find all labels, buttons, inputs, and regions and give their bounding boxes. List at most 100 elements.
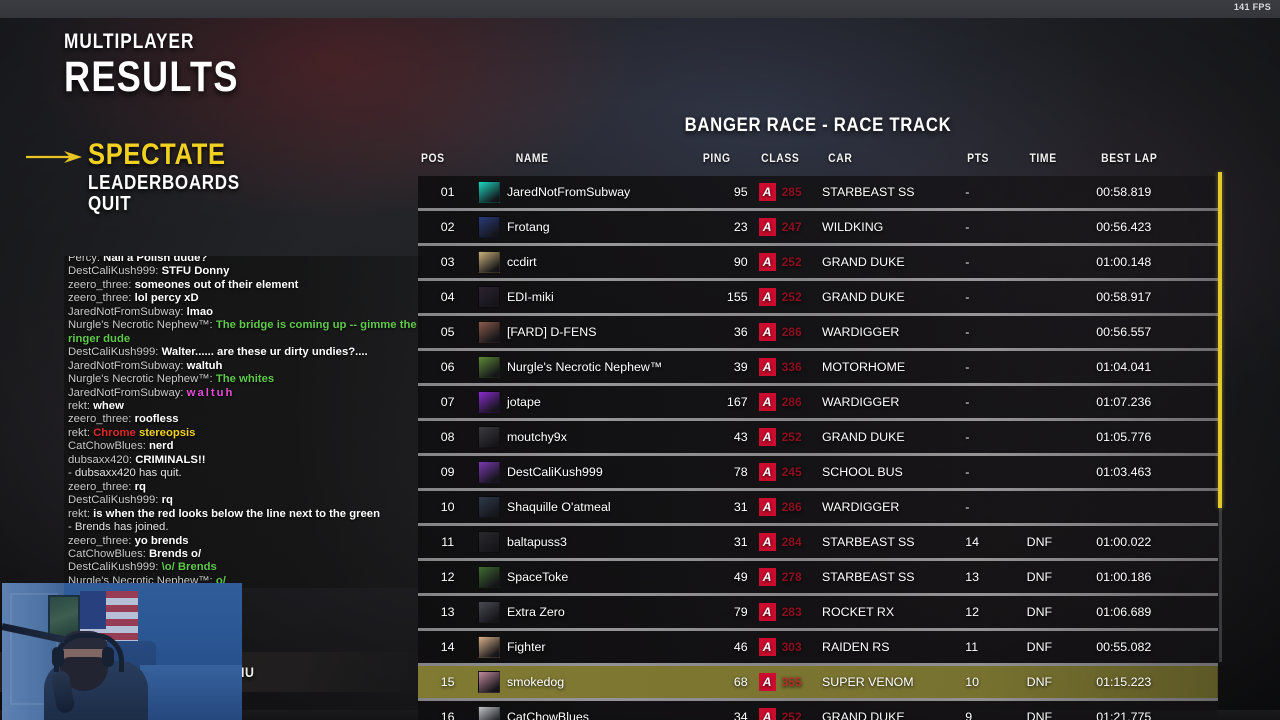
table-row[interactable]: 02 Frotang 23 A 247 WILDKING - 00:56.423 xyxy=(418,211,1218,243)
table-row[interactable]: 13 Extra Zero 79 A 283 ROCKET RX 12 DNF 01:06.68… xyxy=(418,596,1218,628)
class-rating-value: 286 xyxy=(781,325,802,339)
class-badge-icon: A xyxy=(758,568,776,586)
class-rating-value: 252 xyxy=(781,255,802,269)
player-avatar xyxy=(478,391,501,413)
class-badge-icon: A xyxy=(758,673,776,691)
results-scrollbar-thumb[interactable] xyxy=(1218,172,1222,508)
player-avatar xyxy=(478,356,501,378)
cell-points: - xyxy=(965,360,970,374)
class-rating-value: 286 xyxy=(781,500,802,514)
column-header-name: NAME xyxy=(515,153,549,165)
menu-item-leaderboards[interactable]: LEADERBOARDS xyxy=(88,171,240,194)
table-row[interactable]: 03 ccdirt 90 A 252 GRAND DUKE - 01:00.148 xyxy=(418,246,1218,278)
row-separator xyxy=(418,523,1218,526)
cell-time: DNF xyxy=(1026,535,1053,549)
chat-message-line: JaredNotFromSubway: lmao xyxy=(68,306,418,319)
cell-points: - xyxy=(965,325,970,339)
cell-class: A 336 xyxy=(758,351,821,383)
table-row[interactable]: 07 jotape 167 A 286 WARDIGGER - 01:07.236 xyxy=(418,386,1218,418)
cell-class: A 252 xyxy=(758,246,821,278)
chat-message-text: lol percy xD xyxy=(134,292,199,305)
chat-nickname: DestCaliKush999: xyxy=(68,265,162,278)
cell-class: A 252 xyxy=(758,281,821,313)
class-rating-value: 303 xyxy=(781,640,802,654)
chat-nickname: Nurgle's Necrotic Nephew™: xyxy=(68,373,216,386)
class-rating-value: 285 xyxy=(781,185,802,199)
cell-time xyxy=(1026,456,1096,488)
cell-points: 14 xyxy=(965,535,980,549)
cell-position: 08 xyxy=(440,430,455,444)
table-row[interactable]: 08 moutchy9x 43 A 252 GRAND DUKE - 01:05.776 xyxy=(418,421,1218,453)
cell-ping: 68 xyxy=(733,675,748,689)
cell-best-lap: 01:00.186 xyxy=(1096,570,1152,584)
cell-car: SCHOOL BUS xyxy=(822,465,903,479)
class-rating-value: 252 xyxy=(781,710,802,720)
chat-message-text: CRIMINALS!! xyxy=(135,453,206,466)
cell-best-lap xyxy=(1095,491,1218,523)
chat-nickname: DestCaliKush999: xyxy=(68,494,162,507)
cell-position: 03 xyxy=(440,255,455,269)
cell-ping: 46 xyxy=(733,640,748,654)
table-row[interactable]: 14 Fighter 46 A 303 RAIDEN RS 11 DNF 00:55.082 xyxy=(418,631,1218,663)
row-separator xyxy=(418,663,1218,666)
table-row[interactable]: 06 Nurgle's Necrotic Nephew™ 39 A 336 MOTORHO… xyxy=(418,351,1218,383)
player-avatar xyxy=(478,566,501,588)
row-separator xyxy=(418,208,1218,211)
cell-class: A 285 xyxy=(758,176,821,208)
cell-best-lap: 01:00.022 xyxy=(1096,535,1152,549)
class-badge-icon: A xyxy=(758,253,776,271)
chat-message-text: rq xyxy=(134,480,146,493)
row-separator xyxy=(418,488,1218,491)
row-separator xyxy=(418,313,1218,316)
avatar xyxy=(477,246,506,278)
cell-ping: 78 xyxy=(733,465,748,479)
table-row[interactable]: 12 SpaceToke 49 A 278 STARBEAST SS 13 DNF 01:00.… xyxy=(418,561,1218,593)
column-header-ping: PING xyxy=(703,153,732,165)
cell-ping: 23 xyxy=(733,220,748,234)
webcam-bed xyxy=(140,665,242,720)
avatar xyxy=(477,211,506,243)
results-table-header: POS NAME PING CLASS CAR PTS TIME BEST LA… xyxy=(418,153,1218,176)
class-badge-icon: A xyxy=(758,183,776,201)
table-row[interactable]: 04 EDI-miki 155 A 252 GRAND DUKE - 00:58.917 xyxy=(418,281,1218,313)
cell-class: A 247 xyxy=(758,211,821,243)
player-avatar xyxy=(478,496,501,518)
menu-item-quit[interactable]: QUIT xyxy=(88,192,132,215)
class-badge-icon: A xyxy=(758,603,776,621)
cell-position: 06 xyxy=(440,360,455,374)
row-separator xyxy=(418,698,1218,701)
cell-position: 11 xyxy=(441,535,455,549)
cell-car: GRAND DUKE xyxy=(822,255,905,269)
cell-class: A 245 xyxy=(758,456,821,488)
cell-points: 12 xyxy=(965,605,980,619)
cell-best-lap: 00:58.819 xyxy=(1096,185,1152,199)
cell-points: - xyxy=(965,255,970,269)
cell-points: 13 xyxy=(965,570,980,584)
cell-car: GRAND DUKE xyxy=(822,710,905,720)
chat-message-line: rekt: is when the red looks below the li… xyxy=(68,508,418,521)
page-subtitle: MULTIPLAYER xyxy=(64,30,195,53)
table-row[interactable]: 16 CatChowBlues 34 A 252 GRAND DUKE 9 DNF 01:21.… xyxy=(418,701,1218,720)
table-row[interactable]: 11 baltapuss3 31 A 284 STARBEAST SS 14 DNF 01:00… xyxy=(418,526,1218,558)
cell-class: A 355 xyxy=(758,666,821,698)
column-header-pts: PTS xyxy=(967,153,990,165)
cell-class: A 286 xyxy=(758,491,821,523)
cell-position: 12 xyxy=(440,570,455,584)
chat-log-panel[interactable]: Percy: Nail a Polish dude? DestCaliKush99… xyxy=(64,256,422,588)
menu-item-spectate[interactable]: SPECTATE xyxy=(88,138,226,171)
cell-car: STARBEAST SS xyxy=(822,185,915,199)
table-row[interactable]: 01 JaredNotFromSubway 95 A 285 STARBEAST SS - 0… xyxy=(418,176,1218,208)
table-row[interactable]: 15 smokedog 68 A 355 SUPER VENOM 10 DNF 01:15.22… xyxy=(418,666,1218,698)
cell-player-name: smokedog xyxy=(506,675,565,689)
player-avatar xyxy=(478,461,501,483)
cell-position: 16 xyxy=(440,710,455,720)
cell-points: - xyxy=(965,290,970,304)
cell-time xyxy=(1026,421,1096,453)
table-row[interactable]: 05 [FARD] D-FENS 36 A 286 WARDIGGER - 00:56.557 xyxy=(418,316,1218,348)
table-row[interactable]: 10 Shaquille O'atmeal 31 A 286 WARDIGGER - xyxy=(418,491,1218,523)
chat-nickname: zeero_three: xyxy=(68,413,135,426)
cell-position: 01 xyxy=(440,185,455,199)
row-separator xyxy=(418,348,1218,351)
avatar xyxy=(477,561,506,593)
table-row[interactable]: 09 DestCaliKush999 78 A 245 SCHOOL BUS - 01:03.… xyxy=(418,456,1218,488)
